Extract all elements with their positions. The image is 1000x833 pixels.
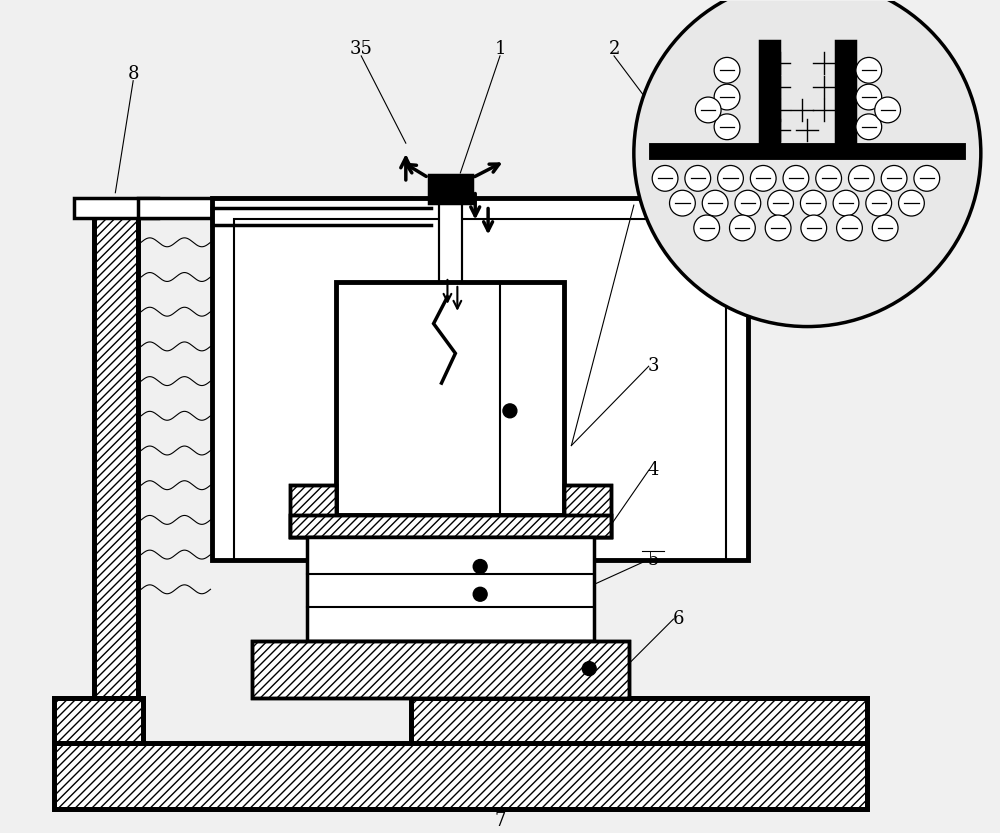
Circle shape <box>735 190 761 216</box>
Circle shape <box>856 114 882 140</box>
Bar <box>252 641 629 698</box>
Bar <box>416 452 485 471</box>
Circle shape <box>652 166 678 192</box>
Text: 1: 1 <box>494 40 506 58</box>
Bar <box>74 197 158 217</box>
Bar <box>252 641 629 698</box>
Circle shape <box>837 215 862 241</box>
Bar <box>138 197 411 217</box>
Circle shape <box>833 190 859 216</box>
Text: 4: 4 <box>648 461 659 479</box>
Bar <box>336 282 564 515</box>
Circle shape <box>582 661 596 676</box>
Circle shape <box>750 166 776 192</box>
Text: 8: 8 <box>127 65 139 82</box>
Bar <box>564 485 611 536</box>
Bar <box>411 698 867 743</box>
Circle shape <box>899 190 924 216</box>
Circle shape <box>718 166 743 192</box>
Bar <box>307 536 594 641</box>
Circle shape <box>881 166 907 192</box>
Text: 6: 6 <box>673 610 684 628</box>
Circle shape <box>730 215 755 241</box>
Bar <box>429 175 472 202</box>
Circle shape <box>872 215 898 241</box>
Bar <box>54 743 867 810</box>
Bar <box>429 468 472 488</box>
Circle shape <box>670 190 695 216</box>
Circle shape <box>765 215 791 241</box>
Bar <box>290 515 611 536</box>
Circle shape <box>634 0 981 327</box>
Circle shape <box>848 166 874 192</box>
Bar <box>290 485 336 536</box>
Bar <box>290 515 611 536</box>
Circle shape <box>473 560 487 573</box>
Bar <box>290 485 336 536</box>
Text: 2: 2 <box>608 40 620 58</box>
Circle shape <box>444 182 456 195</box>
Circle shape <box>914 166 940 192</box>
Text: 5: 5 <box>648 551 659 569</box>
Circle shape <box>473 587 487 601</box>
Bar <box>411 698 867 743</box>
Circle shape <box>768 190 793 216</box>
Circle shape <box>800 190 826 216</box>
Bar <box>212 197 748 560</box>
Bar <box>54 698 143 743</box>
Bar <box>760 41 779 145</box>
Bar <box>836 41 855 145</box>
Text: 3: 3 <box>648 357 659 375</box>
Bar <box>94 202 138 698</box>
Text: 35: 35 <box>350 40 373 58</box>
Text: 7: 7 <box>494 812 506 831</box>
Circle shape <box>856 84 882 110</box>
Bar <box>651 145 963 157</box>
Bar <box>439 202 462 693</box>
Circle shape <box>801 215 827 241</box>
Circle shape <box>714 84 740 110</box>
Circle shape <box>866 190 892 216</box>
Circle shape <box>685 166 711 192</box>
Circle shape <box>856 57 882 83</box>
Bar <box>234 220 726 560</box>
Circle shape <box>875 97 901 122</box>
Circle shape <box>714 114 740 140</box>
Circle shape <box>783 166 809 192</box>
Circle shape <box>695 97 721 122</box>
Circle shape <box>714 57 740 83</box>
Bar <box>54 698 143 743</box>
Bar <box>564 485 611 536</box>
Bar <box>94 202 138 698</box>
Circle shape <box>503 404 517 418</box>
Circle shape <box>702 190 728 216</box>
Circle shape <box>694 215 720 241</box>
Bar <box>54 743 867 810</box>
Circle shape <box>816 166 842 192</box>
